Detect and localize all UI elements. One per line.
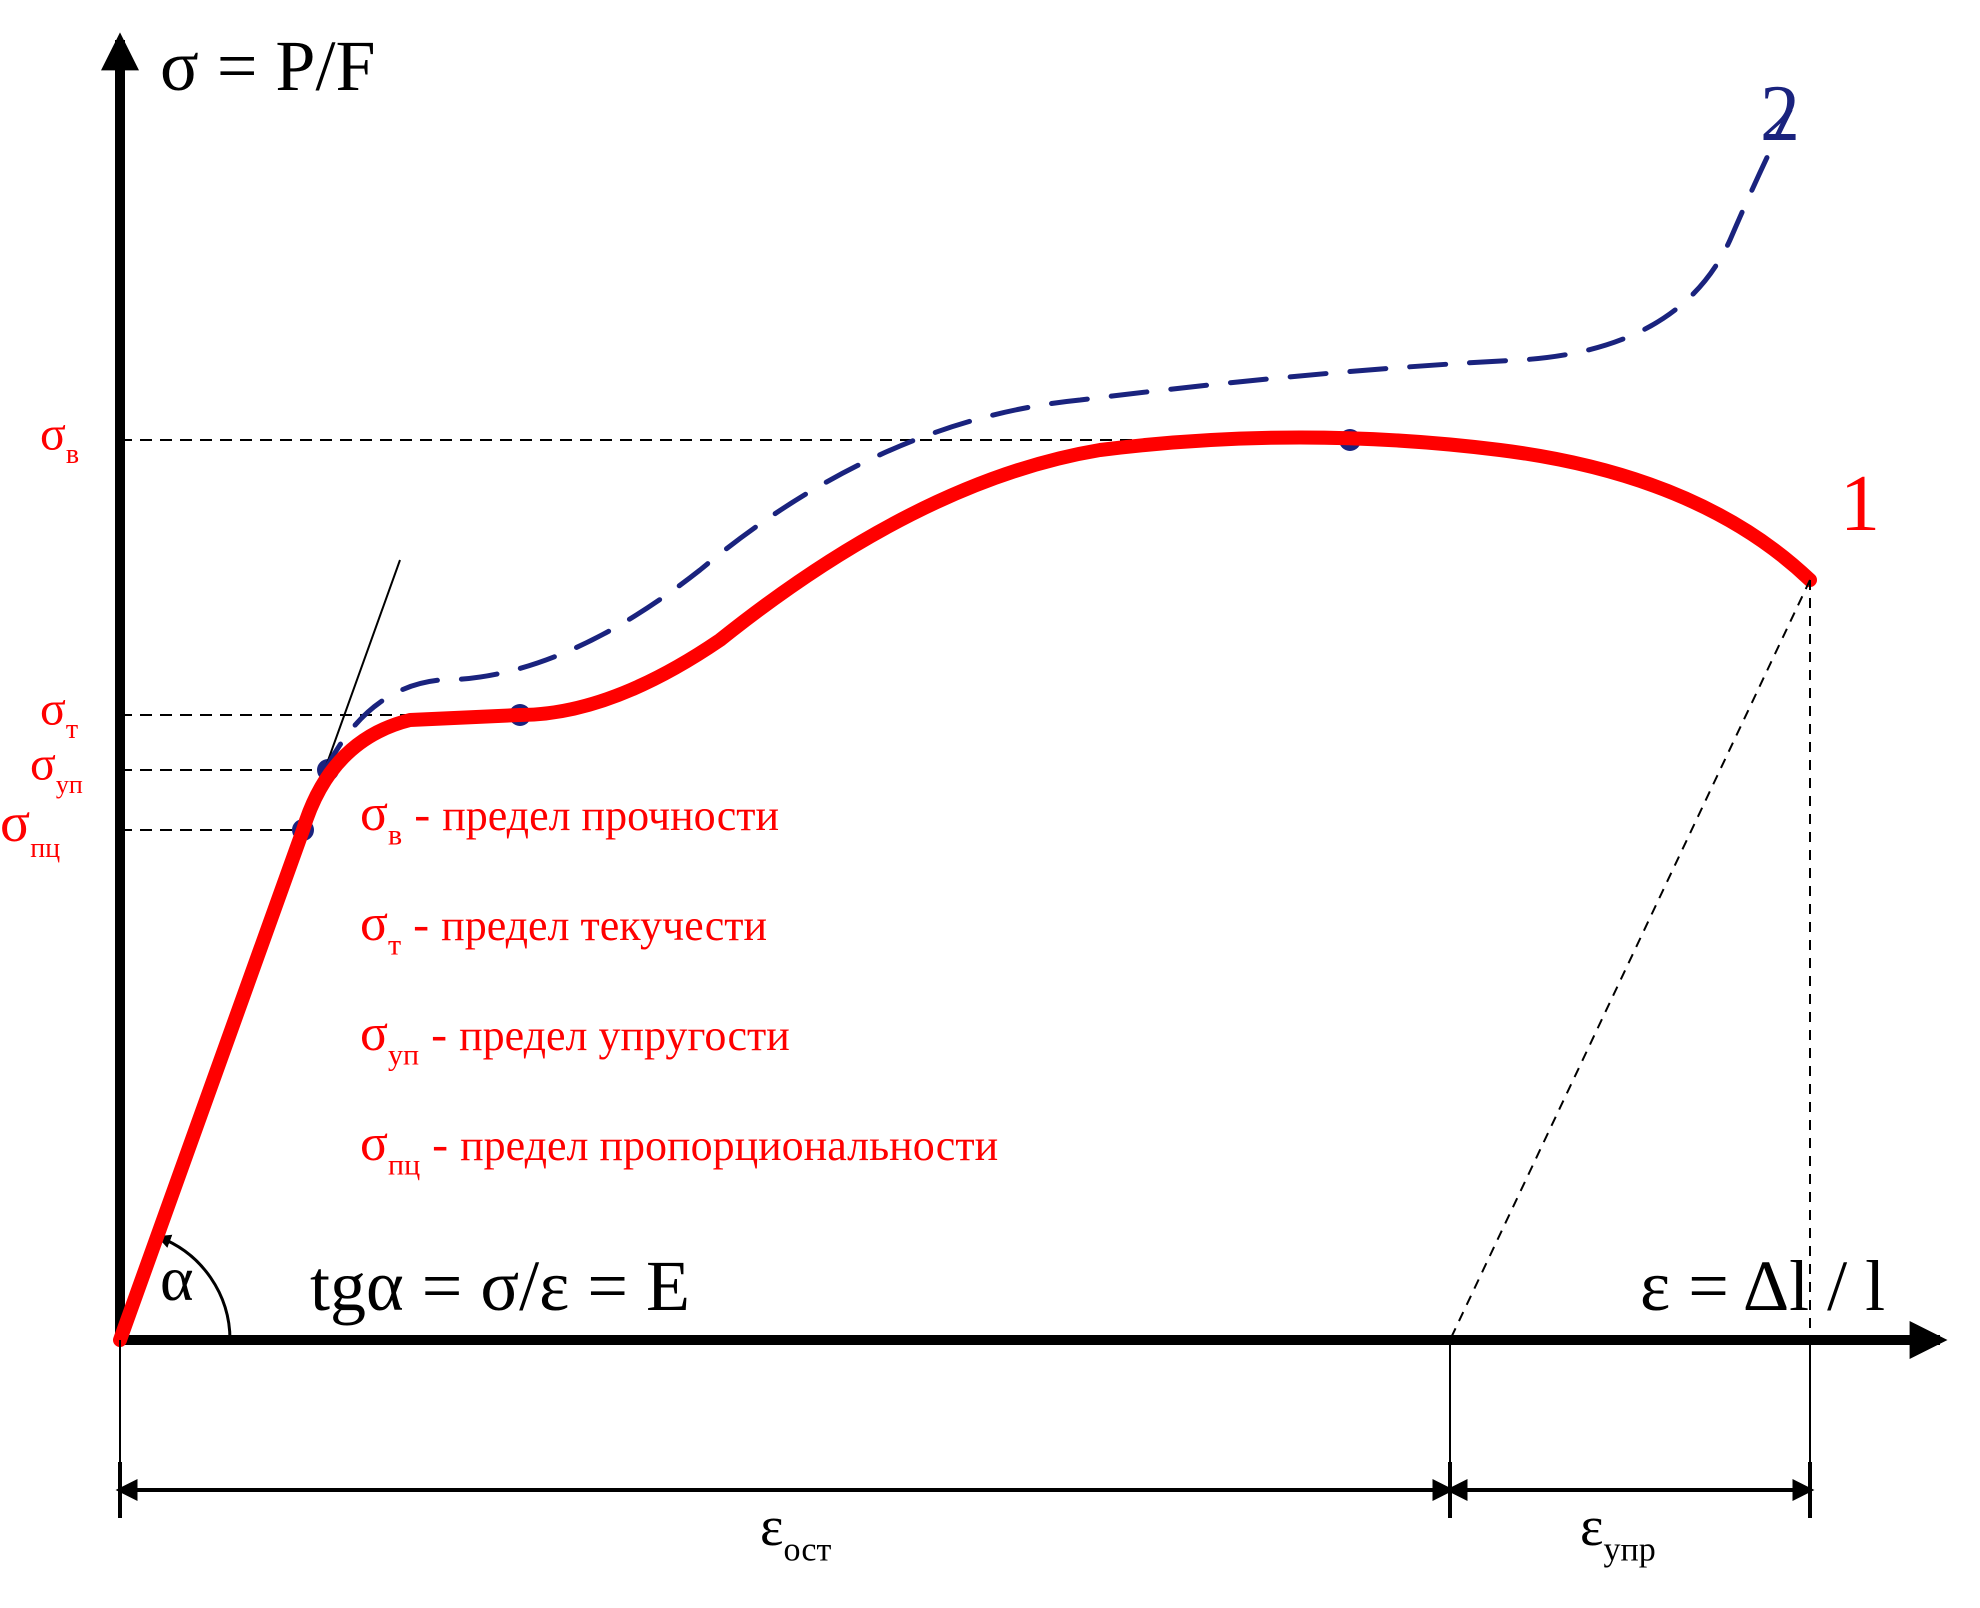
unload-line_b	[1450, 580, 1810, 1340]
formula-label: tgα = σ/ε = E	[310, 1246, 690, 1326]
legend-item-0: σв - предел прочности	[360, 785, 779, 852]
legend-item-2: σуп - предел упругости	[360, 1005, 790, 1072]
legend-item-3: σпц - предел пропорциональности	[360, 1115, 998, 1182]
stress-strain-diagram: σ = P/Fε = Δl / ltgα = σ/ε = Eασвσтσупσп…	[0, 0, 1980, 1608]
y-axis-title: σ = P/F	[160, 26, 376, 106]
ytick-sigma_pc: σпц	[0, 792, 60, 864]
curve-1-label: 1	[1840, 460, 1880, 548]
curve-2-label: 2	[1760, 70, 1800, 158]
curve-1	[120, 438, 1810, 1341]
ytick-sigma_up: σуп	[30, 738, 83, 799]
dim-label-ost: εост	[760, 1496, 831, 1569]
ytick-sigma_v: σв	[40, 408, 79, 470]
alpha-label: α	[160, 1243, 194, 1314]
legend-item-1: σт - предел текучести	[360, 895, 767, 962]
x-axis-title: ε = Δl / l	[1640, 1246, 1885, 1326]
ytick-sigma_t: σт	[40, 683, 78, 745]
dim-label-upr: εупр	[1580, 1496, 1656, 1569]
